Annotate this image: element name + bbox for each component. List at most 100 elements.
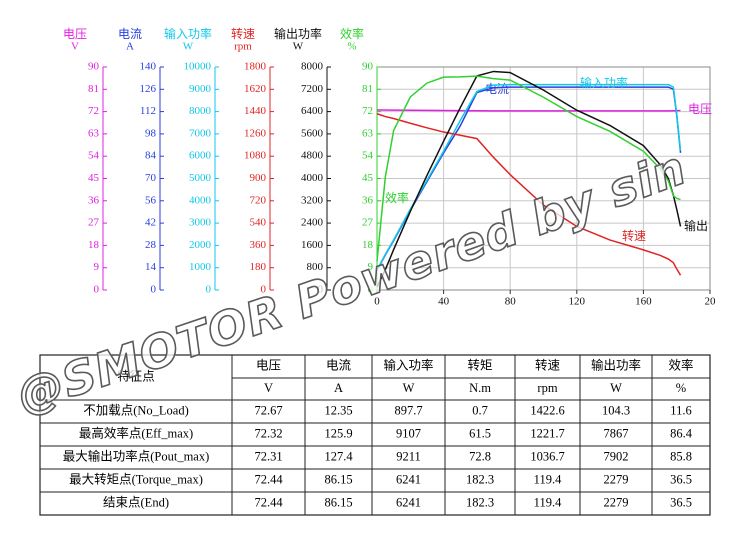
y-tick-label: 2400 xyxy=(301,217,324,229)
y-tick-label: 9 xyxy=(368,261,374,273)
y-tick-label: 1800 xyxy=(244,61,267,73)
y-tick-label: 90 xyxy=(88,61,100,73)
chart: 电压V09182736455463728190电流A01428425670849… xyxy=(63,26,716,308)
table-cell: 897.7 xyxy=(394,403,422,417)
table-header: 特征点 xyxy=(117,368,155,383)
table-cell: 104.3 xyxy=(602,403,630,417)
table-cell: 结束点(End) xyxy=(103,495,169,509)
table-cell: 182.3 xyxy=(466,495,494,509)
y-tick-label: 180 xyxy=(250,261,267,273)
table-cell: 86.15 xyxy=(324,472,352,486)
table-header: 转速 xyxy=(535,357,561,372)
y-tick-label: 4000 xyxy=(189,194,212,206)
curve-label: 输入功率 xyxy=(580,75,628,90)
table-cell: 72.44 xyxy=(254,495,283,509)
y-tick-label: 720 xyxy=(250,194,267,206)
y-tick-label: 27 xyxy=(88,217,100,229)
y-tick-label: 1600 xyxy=(301,239,324,251)
y-tick-label: 3000 xyxy=(189,217,212,229)
table-cell: 7867 xyxy=(604,426,629,440)
y-tick-label: 140 xyxy=(140,61,157,73)
y-tick-label: 5000 xyxy=(189,172,212,184)
y-tick-label: 9 xyxy=(94,261,100,273)
y-tick-label: 84 xyxy=(145,150,157,162)
table-cell: 2279 xyxy=(604,495,629,509)
y-tick-label: 14 xyxy=(145,261,157,273)
y-tick-label: 0 xyxy=(206,284,212,296)
y-tick-label: 0 xyxy=(94,284,100,296)
table: 特征点 电压 电流 输入功率 转矩 转速 输出功率 效率 V A W N.m rpm W % 不加载点(No_… xyxy=(39,354,711,516)
y-tick-label: 4800 xyxy=(301,150,324,162)
y-tick-label: 56 xyxy=(145,194,157,206)
y-tick-label: 18 xyxy=(88,239,100,251)
y-tick-label: 0 xyxy=(318,284,324,296)
y-tick-label: 0 xyxy=(151,284,157,296)
table-cell: 36.5 xyxy=(670,472,692,486)
y-tick-label: 540 xyxy=(250,217,267,229)
y-tick-label: 0 xyxy=(261,284,267,296)
table-cell: 182.3 xyxy=(466,472,494,486)
table-cell: 127.4 xyxy=(324,449,353,463)
table-header: 电压 xyxy=(256,358,281,372)
x-tick-label: 20 xyxy=(705,296,717,308)
y-tick-label: 7000 xyxy=(189,127,212,139)
table-cell: 125.9 xyxy=(324,426,352,440)
y-tick-label: 8000 xyxy=(189,105,212,117)
series-line xyxy=(376,109,681,112)
series-line xyxy=(376,83,682,271)
y-tick-label: 2000 xyxy=(189,239,212,251)
table-cell: 1221.7 xyxy=(530,426,564,440)
table-unit: rpm xyxy=(537,381,557,395)
table-cell: 119.4 xyxy=(534,495,562,509)
table-cell: 11.6 xyxy=(670,403,691,417)
y-tick-label: 45 xyxy=(362,172,374,184)
table-cell: 72.32 xyxy=(254,426,282,440)
table-header: 转矩 xyxy=(467,357,492,372)
y-tick-label: 42 xyxy=(145,217,156,229)
table-cell: 6241 xyxy=(396,472,421,486)
table-cell: 86.15 xyxy=(324,495,352,509)
y-tick-label: 6000 xyxy=(189,150,212,162)
axis-title: 电流 xyxy=(118,27,142,41)
y-tick-label: 1260 xyxy=(244,127,267,139)
table-cell: 119.4 xyxy=(534,472,562,486)
table-header: 效率 xyxy=(668,357,693,372)
table-cell: 1036.7 xyxy=(530,449,564,463)
y-tick-label: 63 xyxy=(88,127,100,139)
curve-label: 转速 xyxy=(622,228,646,243)
table-cell: 72.31 xyxy=(254,449,282,463)
table-cell: 85.8 xyxy=(670,449,692,463)
x-tick-label: 0 xyxy=(374,296,380,308)
table-unit: W xyxy=(403,381,415,395)
table-cell: 36.5 xyxy=(670,495,692,509)
axis-title: 电压 xyxy=(63,27,87,41)
table-cell: 9211 xyxy=(396,449,421,463)
y-tick-label: 63 xyxy=(362,127,374,139)
axis-unit: A xyxy=(126,41,134,53)
table-cell: 72.67 xyxy=(254,403,282,417)
y-tick-label: 54 xyxy=(362,150,374,162)
x-tick-label: 120 xyxy=(569,296,586,308)
axis-unit: % xyxy=(347,41,356,53)
series-line xyxy=(376,70,682,288)
table-cell: 7902 xyxy=(604,449,629,463)
y-tick-label: 98 xyxy=(145,127,157,139)
axis-unit: W xyxy=(293,41,304,53)
table-cell: 最高效率点(Eff_max) xyxy=(79,425,193,440)
table-header: 电流 xyxy=(326,358,352,372)
y-tick-label: 126 xyxy=(140,83,157,95)
y-tick-label: 1000 xyxy=(189,261,212,273)
y-tick-label: 800 xyxy=(307,261,324,273)
table-unit: A xyxy=(334,381,343,395)
table-cell: 1422.6 xyxy=(530,403,564,417)
series-line xyxy=(376,75,681,262)
table-unit: % xyxy=(676,381,686,395)
y-tick-label: 0 xyxy=(368,284,374,296)
table-cell: 6241 xyxy=(396,495,421,509)
y-tick-label: 36 xyxy=(362,194,374,206)
table-frame xyxy=(39,354,711,516)
axis-title: 转速 xyxy=(231,26,255,41)
x-tick-label: 160 xyxy=(635,296,652,308)
